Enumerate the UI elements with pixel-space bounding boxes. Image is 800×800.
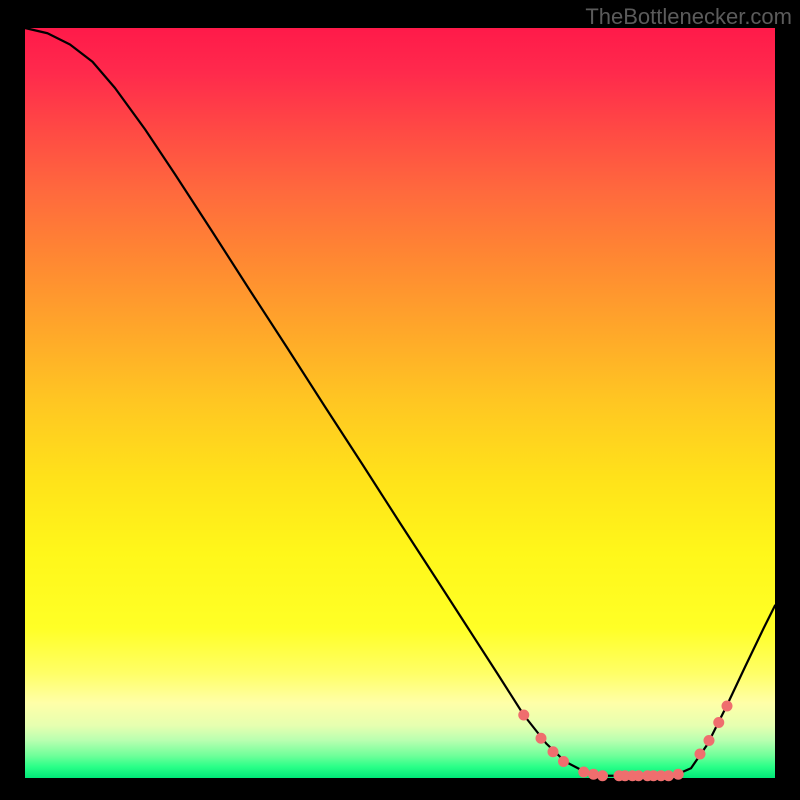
marker-point (704, 736, 714, 746)
plot-background (25, 28, 775, 778)
marker-point (673, 769, 683, 779)
marker-point (536, 733, 546, 743)
chart-container: TheBottlenecker.com (0, 0, 800, 800)
marker-point (598, 771, 608, 781)
marker-point (664, 771, 674, 781)
marker-point (579, 767, 589, 777)
marker-point (519, 710, 529, 720)
marker-point (548, 747, 558, 757)
bottleneck-chart (0, 0, 800, 800)
marker-point (714, 718, 724, 728)
marker-point (589, 769, 599, 779)
marker-point (559, 757, 569, 767)
marker-point (722, 701, 732, 711)
marker-point (695, 749, 705, 759)
